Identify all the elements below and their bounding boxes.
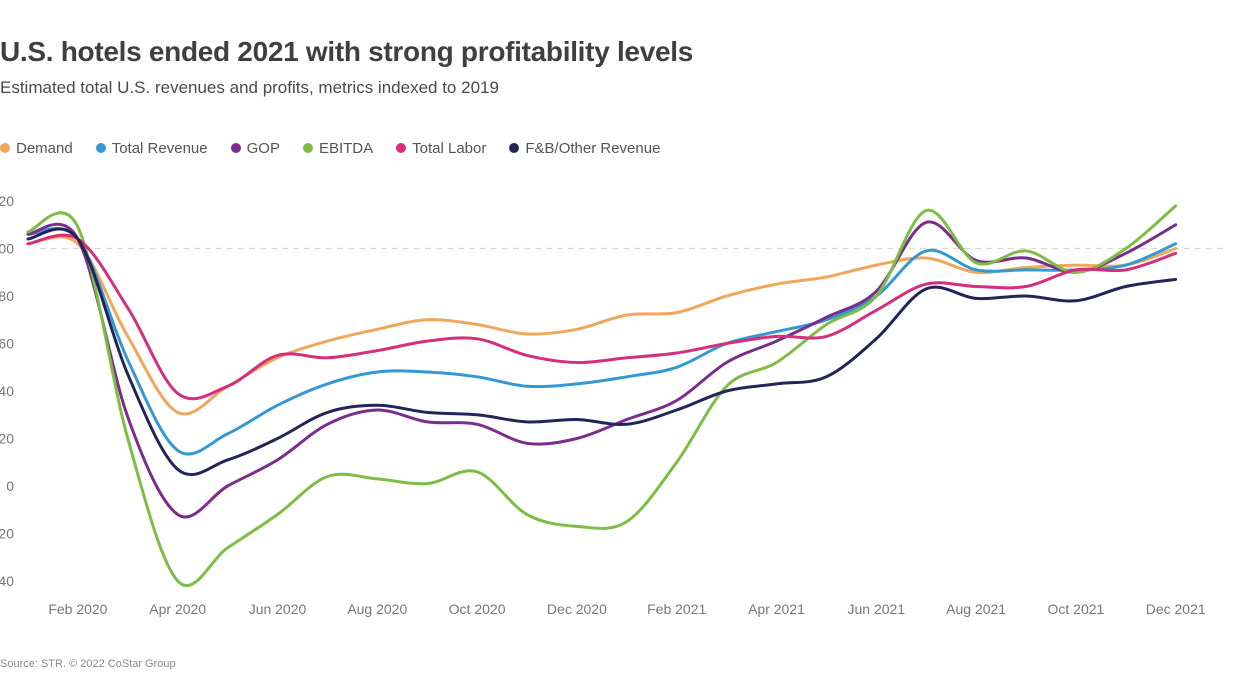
series-line-f-b-other-revenue (26, 227, 1178, 477)
legend-item-ebitda[interactable]: EBITDA (302, 139, 374, 157)
y-tick-label: 100 (0, 241, 14, 257)
legend-marker-icon (396, 143, 407, 153)
x-tick-label: Feb 2021 (647, 601, 706, 617)
series-line-gop (26, 220, 1178, 519)
series-line-total-labor (26, 233, 1178, 401)
x-tick-label: Apr 2021 (748, 601, 805, 617)
y-tick-label: 80 (0, 288, 14, 304)
legend-item-gop[interactable]: GOP (230, 139, 280, 157)
legend-label: EBITDA (318, 139, 374, 157)
chart-subtitle: Estimated total U.S. revenues and profit… (0, 78, 499, 97)
legend-marker-icon (0, 143, 10, 153)
legend-item-demand[interactable]: Demand (0, 140, 73, 157)
x-tick-label: Aug 2020 (347, 601, 407, 617)
x-tick-label: Oct 2020 (449, 601, 506, 617)
legend-label: Total Revenue (111, 139, 208, 157)
x-tick-label: Dec 2020 (547, 601, 607, 617)
y-tick-label: 40 (0, 383, 14, 399)
legend-label: F&B/Other Revenue (525, 139, 661, 157)
y-tick-label: -20 (0, 526, 14, 542)
legend-label: Total Labor (412, 139, 487, 157)
series-line-ebitda (26, 204, 1178, 588)
y-tick-label: 120 (0, 193, 14, 209)
legend-item-total-labor[interactable]: Total Labor (396, 140, 486, 157)
legend-label: Demand (16, 139, 73, 157)
y-tick-label: -40 (0, 573, 14, 589)
legend-marker-icon (230, 143, 241, 153)
x-tick-label: Jun 2020 (249, 601, 307, 617)
chart-legend: Demand Total Revenue GOP EBITDA Total La… (0, 138, 683, 158)
legend-marker-icon (509, 143, 520, 153)
x-tick-label: Dec 2021 (1146, 601, 1206, 617)
series-line-total-revenue (26, 227, 1178, 456)
y-tick-label: 60 (0, 336, 14, 352)
x-tick-label: Feb 2020 (48, 601, 107, 617)
y-tick-label: 0 (6, 478, 14, 494)
legend-item-total-revenue[interactable]: Total Revenue (95, 139, 208, 157)
series-line-demand (26, 235, 1178, 416)
legend-marker-icon (95, 143, 106, 153)
chart-title: U.S. hotels ended 2021 with strong profi… (0, 36, 693, 67)
source-note: Source: STR. © 2022 CoStar Group (0, 658, 176, 670)
legend-marker-icon (302, 143, 313, 153)
x-tick-label: Jun 2021 (847, 601, 905, 617)
x-tick-label: Apr 2020 (149, 601, 206, 617)
legend-label: GOP (246, 139, 280, 157)
y-tick-label: 20 (0, 431, 14, 447)
legend-item-fb-other-revenue[interactable]: F&B/Other Revenue (509, 140, 660, 157)
x-tick-label: Oct 2021 (1047, 601, 1104, 617)
x-tick-label: Aug 2021 (946, 601, 1006, 617)
